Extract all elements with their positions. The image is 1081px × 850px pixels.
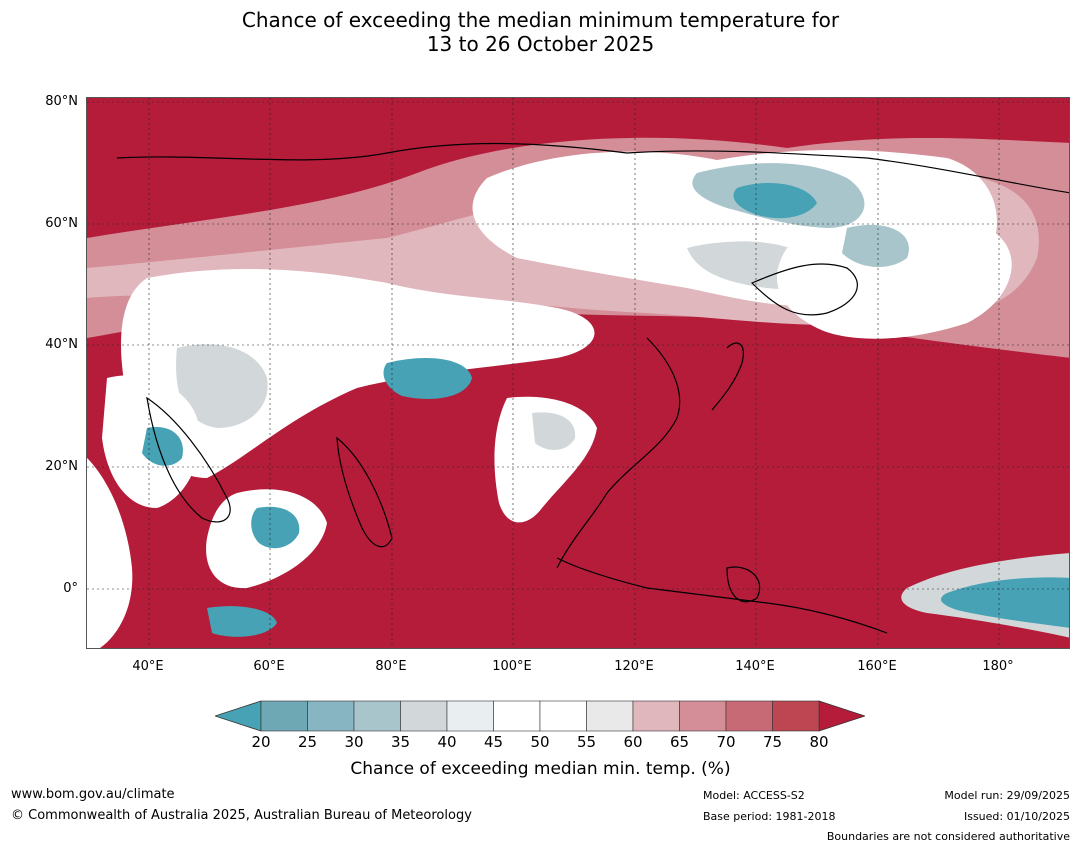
lat-label-40n: 40°N: [45, 337, 78, 352]
lat-label-80n: 80°N: [45, 94, 78, 109]
yakutia-teal-patch: [733, 183, 817, 219]
colorbar-tick-label: 60: [623, 733, 643, 751]
colorbar-tick-label: 45: [483, 733, 504, 751]
disclaimer-text: Boundaries are not considered authoritat…: [826, 830, 1070, 843]
colorbar-tick-label: 40: [437, 733, 457, 751]
colorbar-high-extend: [818, 700, 867, 732]
colorbar-tick-label: 65: [669, 733, 690, 751]
colorbar-bin: [446, 700, 494, 732]
colorbar-tick-label: 20: [251, 733, 271, 751]
lat-label-60n: 60°N: [45, 216, 78, 231]
title-line-1: Chance of exceeding the median minimum t…: [241, 8, 840, 32]
colorbar-low-extend: [213, 700, 262, 732]
east-asia-coastline: [556, 337, 681, 569]
india-coastline: [336, 436, 393, 548]
colorbar-bin: [400, 700, 448, 732]
okhotsk-coastline: [750, 263, 858, 316]
map-canvas: [87, 98, 1069, 648]
arctic-coastline: [116, 142, 1069, 194]
colorbar-tick-label: 80: [809, 733, 829, 751]
colorbar-bin: [725, 700, 773, 732]
website-text: www.bom.gov.au/climate: [11, 787, 175, 802]
colorbar-bin: [632, 700, 680, 732]
colorbar-title: Chance of exceeding median min. temp. (%…: [350, 759, 731, 779]
pacific-teal-patch: [941, 577, 1069, 628]
copyright-text: © Commonwealth of Australia 2025, Austra…: [11, 808, 472, 823]
model-text: Model: ACCESS-S2: [703, 789, 805, 802]
colorbar-graphic: [213, 700, 867, 732]
colorbar-bin: [586, 700, 634, 732]
colorbar-bin: [772, 700, 820, 732]
colorbar-tick-label: 75: [762, 733, 783, 751]
colorbar: [213, 700, 867, 732]
maritime-se-asia-coastline: [556, 557, 888, 634]
colorbar-bin: [353, 700, 401, 732]
far-east-neutral-zone: [777, 217, 1012, 339]
mozambique-channel-teal-patch: [207, 606, 277, 637]
colorbar-bin: [307, 700, 355, 732]
philippines-coastline: [726, 566, 761, 603]
arabia-teal-patch: [142, 427, 183, 466]
title-line-2: 13 to 26 October 2025: [426, 32, 655, 56]
lon-label-80e: 80°E: [375, 659, 407, 674]
colorbar-tick-label: 70: [716, 733, 736, 751]
japan-coastline: [711, 342, 744, 411]
okhotsk-blue-patch: [842, 224, 909, 268]
lon-label-140e: 140°E: [735, 659, 775, 674]
base-period-text: Base period: 1981-2018: [703, 810, 836, 823]
lat-label-20n: 20°N: [45, 459, 78, 474]
lon-label-180: 180°: [982, 659, 1014, 674]
lon-label-40e: 40°E: [132, 659, 164, 674]
colorbar-bin: [493, 700, 541, 732]
map-title: Chance of exceeding the median minimum t…: [0, 8, 1081, 56]
model-run-text: Model run: 29/09/2025: [944, 789, 1070, 802]
colorbar-tick-label: 25: [297, 733, 318, 751]
east-africa-neutral-zone: [87, 458, 133, 648]
colorbar-tick-label: 35: [390, 733, 411, 751]
issued-text: Issued: 01/10/2025: [963, 810, 1070, 823]
tibet-teal-patch: [383, 358, 472, 399]
lon-label-160e: 160°E: [857, 659, 897, 674]
lon-label-100e: 100°E: [492, 659, 532, 674]
colorbar-bin: [539, 700, 587, 732]
central-asia-grey-patch: [176, 344, 268, 428]
lat-label-0: 0°: [63, 581, 78, 596]
horn-africa-teal-patch: [251, 506, 300, 549]
colorbar-tick-label: 30: [344, 733, 364, 751]
south-china-grey-patch: [532, 412, 576, 450]
colorbar-bin: [679, 700, 727, 732]
lon-label-120e: 120°E: [614, 659, 654, 674]
central-asia-neutral-zone: [121, 268, 595, 478]
colorbar-tick-label: 50: [530, 733, 550, 751]
arabia-coastline: [146, 396, 231, 523]
lon-label-60e: 60°E: [253, 659, 285, 674]
graticule: [87, 98, 1069, 648]
colorbar-tick-label: 55: [576, 733, 597, 751]
probability-map: [86, 97, 1070, 649]
colorbar-bin: [260, 700, 308, 732]
